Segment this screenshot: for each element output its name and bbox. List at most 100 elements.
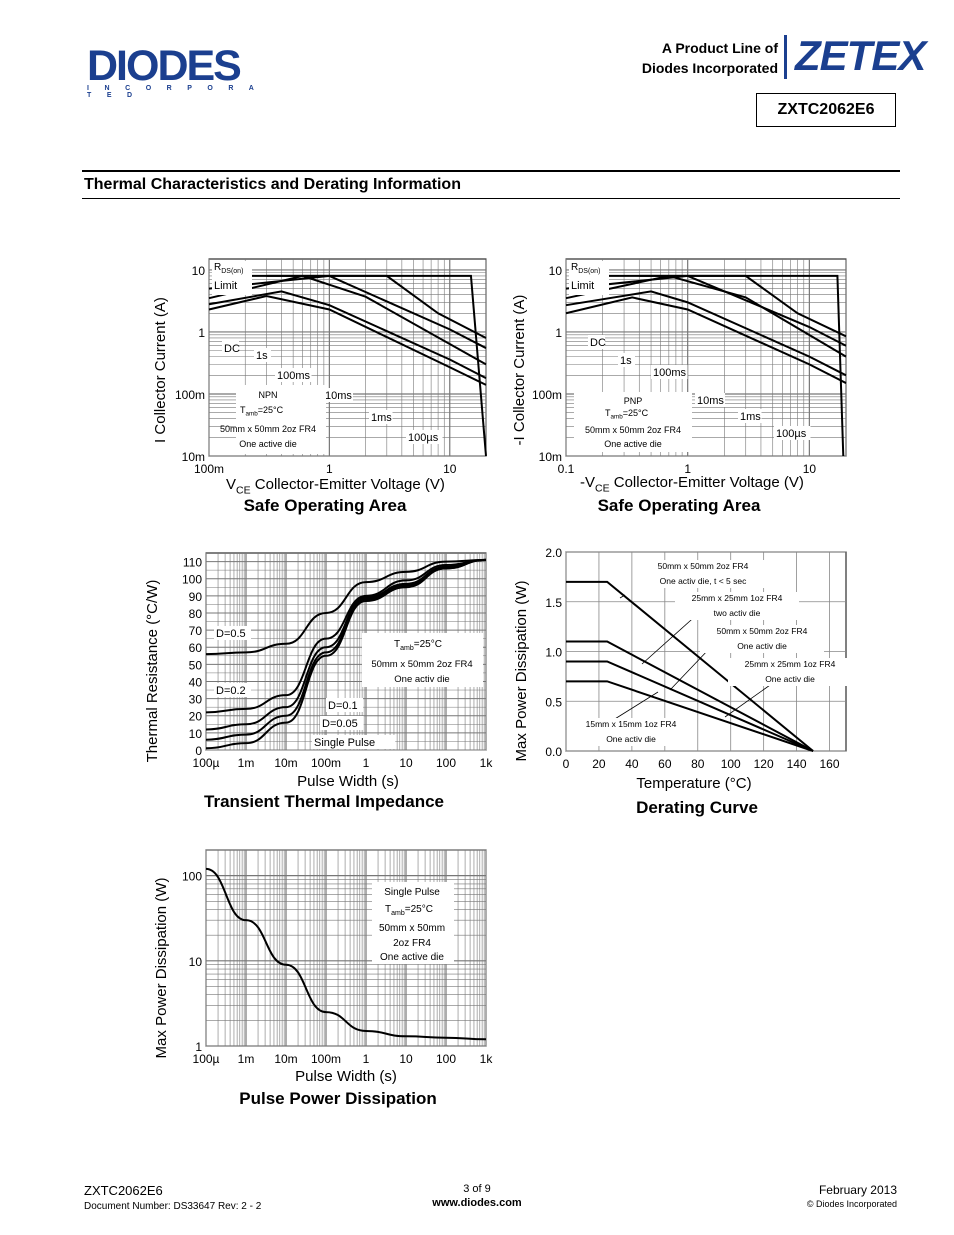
transient-ytick: 0 (195, 744, 202, 758)
transient-xtick: 10m (274, 756, 297, 770)
transient-ylabel: Thermal Resistance (°C/W) (144, 580, 161, 763)
transient-d01-label: D=0.1 (328, 700, 358, 712)
soa-pnp-ytick: 10m (539, 450, 562, 464)
derating-a-line1: 50mm x 50mm 2oz FR4 (658, 561, 749, 571)
transient-grid (205, 553, 487, 751)
derating-b-leader (641, 611, 701, 665)
soa-npn-1s-label-bg (254, 348, 271, 362)
section-rule-bottom (82, 198, 900, 199)
derating-xtick: 160 (820, 757, 840, 771)
soa-pnp-10ms-label-bg (695, 393, 725, 407)
soa-npn-10ms-label: 10ms (325, 390, 352, 402)
derating-e-line1: 15mm x 15mm 1oz FR4 (586, 719, 677, 729)
transient-ytick: 30 (189, 693, 203, 707)
transient-ytick: 110 (183, 556, 202, 570)
transient-d05-label-bg (214, 626, 251, 640)
soa-npn-limit-label: Limit (214, 280, 237, 292)
soa-npn-10ms-label-bg (323, 388, 353, 402)
transient-single-label: Single Pulse (314, 737, 375, 749)
derating-ytick: 0.5 (545, 695, 562, 709)
derating-series-2 (566, 660, 814, 752)
soa-npn-die: One active die (239, 439, 297, 449)
soa-pnp-ytick: 1 (555, 326, 562, 340)
derating-title: Derating Curve (636, 798, 758, 817)
derating-a-bg (641, 560, 765, 588)
soa-pnp-10ms-label: 10ms (697, 395, 724, 407)
soa-pnp-xlabel: -VCE Collector-Emitter Voltage (V) (580, 474, 804, 495)
soa-pnp-series-0 (565, 296, 847, 384)
soa-npn-title: Safe Operating Area (244, 496, 407, 515)
transient-ytick: 20 (189, 710, 203, 724)
soa-pnp-xtick: 0.1 (558, 462, 575, 476)
soa-pnp-die: One active die (604, 439, 662, 449)
soa-npn-100us-label: 100µs (408, 432, 439, 444)
soa-npn-1ms-label: 1ms (371, 412, 392, 424)
transient-d02-label-bg (214, 683, 251, 697)
transient-die: One activ die (394, 674, 449, 685)
derating-e-leader (609, 691, 659, 723)
soa-pnp-board: 50mm x 50mm 2oz FR4 (585, 425, 681, 435)
soa-npn-1ms-label-bg (369, 410, 393, 424)
pulse-xtick: 100µ (193, 1052, 220, 1066)
pulse-board1: 50mm x 50mm (379, 923, 445, 934)
soa-npn-series-2 (208, 274, 487, 366)
product-line: A Product Line of Diodes Incorporated (642, 38, 778, 78)
soa-npn-series-0 (208, 294, 487, 386)
derating-ytick: 0.0 (545, 745, 562, 759)
derating-b-line2: two activ die (714, 608, 761, 618)
soa-pnp-100us-label-bg (774, 426, 811, 440)
soa-pnp-title: Safe Operating Area (598, 496, 761, 515)
transient-d005-label: D=0.05 (322, 718, 358, 730)
derating-xtick: 140 (787, 757, 807, 771)
soa-pnp-1s-label: 1s (620, 355, 632, 367)
transient-xtick: 100 (436, 756, 456, 770)
soa-npn-dc-label: DC (224, 343, 240, 355)
derating-d-line2: One activ die (765, 674, 815, 684)
derating-c-line1: 50mm x 50mm 2oz FR4 (717, 626, 808, 636)
pulse-ytick: 1 (195, 1040, 202, 1054)
pulse-title: Pulse Power Dissipation (239, 1089, 436, 1108)
soa-npn-board: 50mm x 50mm 2oz FR4 (220, 424, 316, 434)
soa-pnp-series-3 (565, 274, 847, 347)
soa-npn-ytick: 100m (175, 388, 205, 402)
derating-a-line2: One activ die, t < 5 sec (660, 576, 747, 586)
soa-pnp-ytick: 10 (549, 264, 563, 278)
soa-npn-ylabel: I Collector Current (A) (152, 297, 169, 443)
transient-xtick: 1 (363, 756, 370, 770)
soa-npn-series-1 (208, 290, 487, 380)
soa-npn-100ms-label: 100ms (277, 370, 311, 382)
pulse-xtick: 1m (238, 1052, 255, 1066)
derating-b-line1: 25mm x 25mm 1oz FR4 (692, 593, 783, 603)
footer-docnum: Document Number: DS33647 Rev: 2 - 2 (84, 1201, 262, 1212)
soa-npn-rds-label: RDS(on) (214, 262, 243, 275)
soa-pnp-type: PNP (624, 396, 643, 406)
derating-e-line2: One activ die (606, 734, 656, 744)
part-number-box: ZXTC2062E6 (756, 93, 896, 127)
section-title: Thermal Characteristics and Derating Inf… (84, 176, 461, 193)
soa-pnp-rds-label: RDS(on) (571, 262, 600, 275)
soa-npn-info-bg (236, 385, 326, 454)
footer-url[interactable]: www.diodes.com (432, 1197, 522, 1209)
product-line-1: A Product Line of (661, 40, 778, 56)
pulse-board2: 2oz FR4 (393, 938, 431, 949)
transient-xtick: 1k (480, 756, 494, 770)
transient-info-bg (362, 633, 483, 687)
transient-xlabel: Pulse Width (s) (297, 773, 399, 790)
pulse-xtick: 1k (480, 1052, 494, 1066)
derating-c-leader (669, 647, 711, 691)
transient-ytick: 10 (189, 727, 203, 741)
soa-npn-xlabel: VCE Collector-Emitter Voltage (V) (226, 476, 445, 497)
derating-xlabel: Temperature (°C) (636, 775, 751, 792)
soa-npn-ytick: 1 (198, 326, 205, 340)
soa-pnp-1s-label-bg (618, 353, 635, 367)
transient-ytick: 90 (189, 590, 203, 604)
soa-pnp-xtick: 1 (684, 462, 691, 476)
transient-d005-label-bg (320, 716, 364, 730)
transient-ytick: 70 (189, 624, 203, 638)
soa-npn-xtick: 100m (194, 462, 224, 476)
derating-e-bg (569, 718, 693, 746)
transient-ytick: 40 (189, 675, 203, 689)
footer-copyright: © Diodes Incorporated (806, 1199, 897, 1209)
soa-npn-ytick: 10 (192, 264, 206, 278)
zetex-divider (784, 35, 787, 79)
